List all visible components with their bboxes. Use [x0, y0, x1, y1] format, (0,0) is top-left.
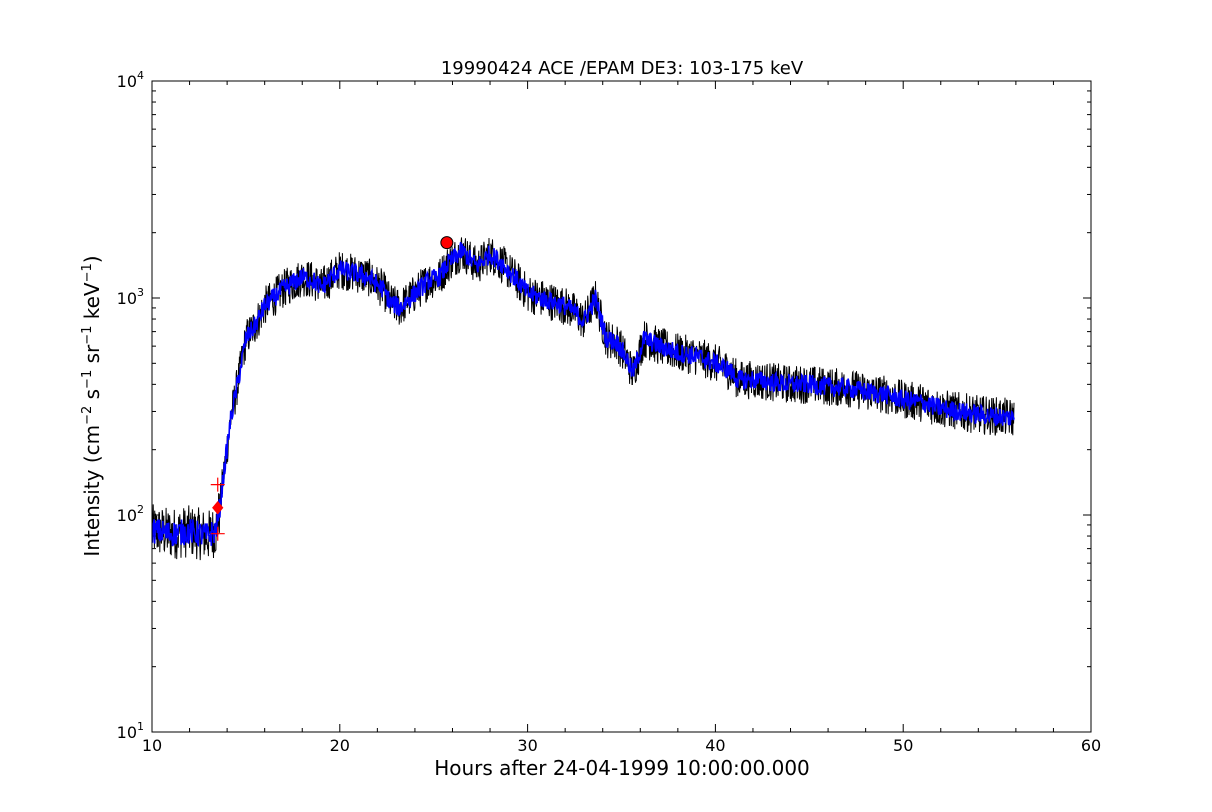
x-tick-label: 60: [1081, 736, 1101, 755]
peak-marker: [440, 236, 454, 250]
x-tick-label: 20: [330, 736, 350, 755]
x-tick-label: 40: [705, 736, 725, 755]
onset-error-marker: [210, 526, 225, 541]
y-tick-label: 104: [117, 69, 144, 91]
marker-layer: [210, 236, 454, 541]
plot-frame: [151, 80, 1092, 733]
y-tick-label: 101: [117, 720, 144, 742]
x-tick-label: 30: [517, 736, 537, 755]
x-tick-label: 50: [893, 736, 913, 755]
y-tick-label: 102: [117, 503, 144, 525]
onset-error-marker: [210, 477, 225, 492]
x-axis-label: Hours after 24-04-1999 10:00:00.000: [434, 756, 810, 780]
y-tick-label: 103: [117, 286, 144, 308]
data-layer: [152, 237, 1015, 561]
y-axis-label: Intensity (cm−2 s−1 sr−1 keV−1): [80, 255, 104, 556]
onset-marker: [212, 500, 224, 515]
x-tick-label: 10: [142, 736, 162, 755]
chart-title: 19990424 ACE /EPAM DE3: 103-175 keV: [441, 58, 804, 79]
series-smoothed-line: [152, 241, 1015, 548]
